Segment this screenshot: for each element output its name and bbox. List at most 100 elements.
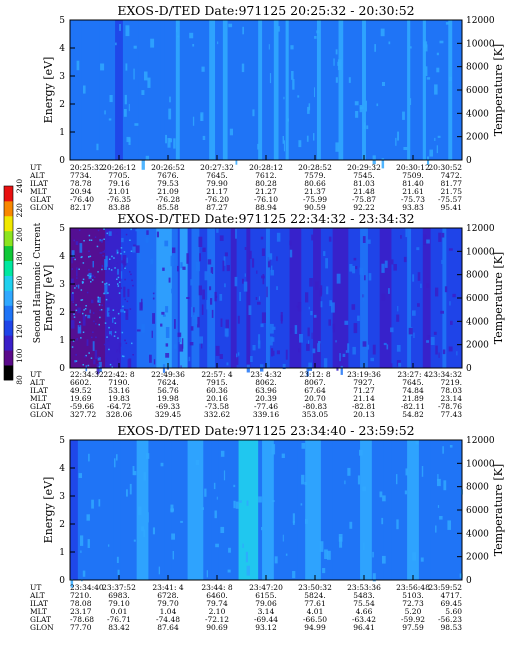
ephemeris-row-label: GLAT — [30, 195, 51, 204]
heatmap-speckle — [413, 332, 415, 338]
ephemeris-cell: 19.83 — [108, 394, 130, 403]
heatmap-speckle — [116, 349, 118, 351]
heatmap-speckle — [124, 264, 127, 266]
heatmap-speckle — [167, 138, 171, 148]
heatmap-speckle — [374, 44, 376, 52]
heatmap-speckle — [160, 323, 163, 327]
heatmap-speckle — [119, 24, 121, 31]
heatmap-speckle — [192, 116, 195, 126]
heatmap-speckle — [105, 360, 107, 362]
heatmap-speckle — [282, 534, 284, 542]
ephemeris-cell: 90.69 — [206, 623, 228, 632]
heatmap-speckle — [331, 302, 335, 313]
heatmap-speckle — [368, 273, 372, 281]
heatmap-speckle — [366, 239, 371, 244]
heatmap-speckle — [71, 346, 74, 348]
heatmap-speckle — [216, 228, 219, 233]
ephemeris-cell: 72.73 — [402, 599, 424, 608]
ephemeris-cell: 7624. — [157, 378, 178, 387]
heatmap-speckle — [120, 287, 122, 289]
y-axis-label: Energy [eV] — [42, 57, 55, 124]
heatmap-streak — [115, 20, 123, 160]
heatmap-speckle — [226, 362, 229, 366]
colorbar-swatch — [4, 320, 13, 336]
y2-tick-label: 0 — [466, 156, 472, 166]
heatmap-streak — [448, 20, 453, 160]
y-tick-label: 3 — [59, 280, 65, 290]
heatmap-speckle — [141, 526, 144, 532]
heatmap-speckle — [223, 470, 226, 481]
heatmap-speckle — [219, 235, 224, 241]
heatmap-speckle — [104, 283, 106, 285]
heatmap-speckle — [87, 314, 91, 319]
heatmap-speckle — [427, 156, 430, 165]
ephemeris-cell: 19.69 — [70, 394, 92, 403]
heatmap-speckle — [323, 251, 326, 256]
ephemeris-cell: 81.03 — [353, 179, 375, 188]
heatmap-speckle — [261, 248, 265, 256]
ephemeris-cell: 79.16 — [108, 179, 130, 188]
heatmap-speckle — [81, 299, 84, 301]
ephemeris-cell: -63.42 — [352, 615, 376, 624]
ephemeris-cell: -69.33 — [156, 402, 180, 411]
ephemeris-cell: 79.70 — [157, 599, 179, 608]
heatmap-speckle — [242, 26, 244, 35]
ephemeris-cell: 20.70 — [304, 394, 326, 403]
heatmap-speckle — [115, 42, 117, 46]
heatmap-speckle — [301, 474, 305, 485]
heatmap-speckle — [86, 291, 89, 294]
ephemeris-row-label: ALT — [29, 378, 45, 387]
heatmap-speckle — [147, 77, 151, 88]
heatmap-speckle — [280, 312, 283, 322]
heatmap-speckle — [294, 325, 298, 334]
heatmap-speckle — [134, 123, 139, 126]
heatmap-speckle — [100, 63, 105, 71]
heatmap-speckle — [318, 341, 321, 344]
heatmap-speckle — [88, 352, 90, 354]
heatmap-speckle — [114, 322, 117, 324]
heatmap-speckle — [90, 239, 93, 241]
heatmap-speckle — [256, 270, 258, 274]
chart-title: EXOS-D/TED Date:971125 22:34:32 - 23:34:… — [117, 211, 414, 226]
heatmap-speckle — [437, 474, 439, 481]
ephemeris-cell: 7612. — [255, 171, 276, 180]
heatmap-speckle — [434, 84, 438, 95]
ephemeris-cell: 21.01 — [108, 187, 129, 196]
heatmap-speckle — [126, 300, 129, 303]
heatmap-speckle — [86, 339, 89, 346]
heatmap-speckle — [316, 30, 320, 34]
heatmap-speckle — [207, 259, 212, 265]
heatmap-speckle — [80, 289, 83, 291]
heatmap-speckle — [307, 106, 310, 114]
ephemeris-cell: 7705. — [108, 171, 129, 180]
heatmap-streak — [156, 228, 172, 368]
ephemeris-cell: -76.35 — [107, 195, 131, 204]
ephemeris-row-label: MLT — [30, 187, 47, 196]
heatmap-speckle — [109, 258, 111, 260]
heatmap-speckle — [220, 450, 225, 457]
heatmap-speckle — [92, 331, 94, 333]
heatmap-speckle — [78, 473, 82, 478]
heatmap-speckle — [168, 277, 171, 283]
heatmap-speckle — [335, 49, 338, 55]
heatmap-streak — [285, 20, 289, 160]
heatmap-speckle — [70, 278, 74, 285]
ephemeris-row-label: UT — [30, 163, 41, 172]
ephemeris-cell: 7927. — [353, 378, 374, 387]
heatmap-speckle — [114, 458, 116, 468]
heatmap-speckle — [149, 354, 152, 363]
heatmap-streak — [262, 440, 274, 580]
panel-1: EXOS-D/TED Date:971125 20:25:32 - 20:30:… — [29, 3, 505, 212]
heatmap-speckle — [445, 22, 450, 25]
heatmap-speckle — [437, 135, 441, 138]
heatmap-speckle — [104, 356, 107, 359]
heatmap-speckle — [189, 32, 194, 39]
heatmap-speckle — [420, 557, 424, 562]
heatmap-speckle — [335, 142, 339, 152]
heatmap-speckle — [79, 243, 83, 253]
heatmap-speckle — [101, 268, 103, 271]
heatmap-speckle — [267, 257, 271, 268]
heatmap-speckle — [78, 229, 81, 231]
heatmap-speckle — [100, 309, 103, 311]
heatmap-speckle — [390, 363, 393, 369]
